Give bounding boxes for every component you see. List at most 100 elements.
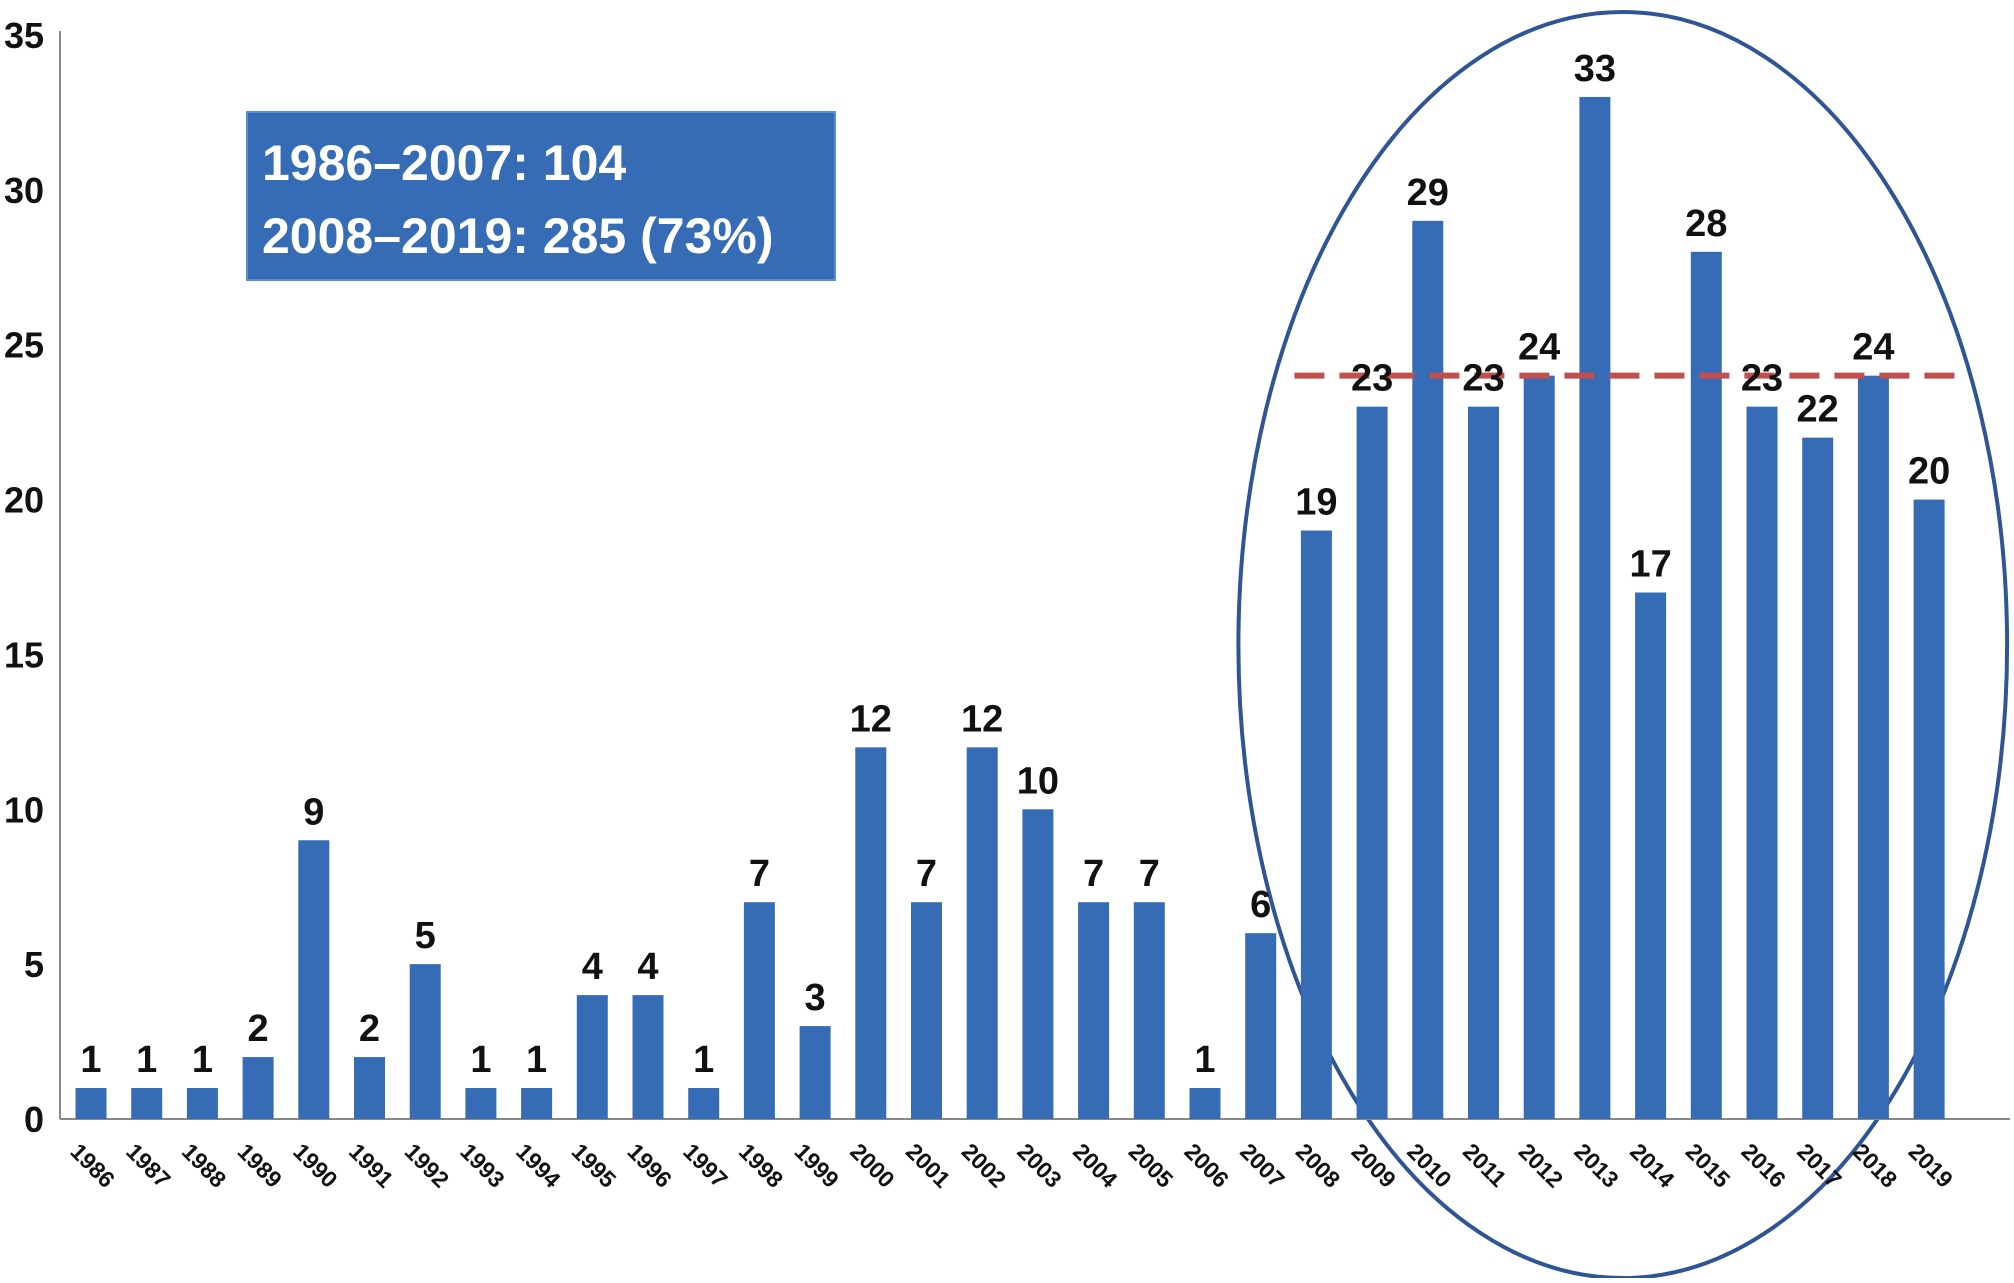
x-tick-label-1992: 1992 [400,1138,455,1193]
value-label-1989: 2 [248,1008,269,1050]
value-label-1993: 1 [470,1039,491,1081]
bar-1991 [354,1057,385,1119]
y-tick-label: 15 [4,634,44,675]
bar-1992 [409,964,441,1119]
bar-1994 [521,1088,553,1119]
annotation-line-1: 1986–2007: 104 [262,135,627,191]
x-tick-label-2010: 2010 [1402,1138,1457,1193]
x-tick-label-1994: 1994 [511,1138,566,1193]
x-tick-label-2009: 2009 [1347,1138,1402,1193]
bar-2006 [1189,1088,1221,1119]
value-label-2006: 1 [1194,1039,1215,1081]
bar-2013 [1579,96,1611,1119]
value-label-2003: 10 [1017,760,1059,802]
bar-2018 [1857,375,1889,1120]
value-label-1992: 5 [415,915,436,957]
x-tick-label-2015: 2015 [1681,1138,1736,1193]
bar-2015 [1690,251,1722,1120]
value-label-2018: 24 [1852,327,1894,369]
value-label-2014: 17 [1629,543,1671,585]
value-label-1994: 1 [526,1039,547,1081]
value-label-2017: 22 [1797,389,1839,431]
bar-2003 [1022,809,1054,1119]
x-tick-label-2006: 2006 [1179,1138,1234,1193]
bar-2017 [1802,437,1834,1120]
x-tick-label-2011: 2011 [1458,1138,1512,1192]
bar-2000 [855,747,887,1119]
x-tick-label-2007: 2007 [1235,1138,1290,1193]
bar-2016 [1746,406,1778,1120]
x-tick-label-1995: 1995 [567,1138,622,1193]
value-label-2004: 7 [1083,853,1104,895]
bar-1988 [186,1088,218,1119]
y-tick-label: 25 [4,325,44,366]
x-tick-label-1988: 1988 [177,1138,232,1193]
value-label-2011: 23 [1462,358,1504,400]
bar-2005 [1133,902,1165,1119]
value-label-2015: 28 [1685,203,1727,245]
x-tick-label-2000: 2000 [845,1138,900,1193]
y-tick-label: 20 [4,480,44,521]
x-tick-label-2019: 2019 [1904,1138,1959,1193]
bar-2001 [911,902,942,1119]
value-label-2010: 29 [1407,172,1449,214]
summary-annotation-box: 1986–2007: 104 2008–2019: 285 (73%) [246,111,836,281]
bar-1999 [799,1026,831,1119]
bar-1987 [131,1088,163,1119]
value-label-1996: 4 [637,946,658,988]
value-label-1995: 4 [582,946,603,988]
value-label-1997: 1 [693,1039,714,1081]
bar-1993 [465,1088,497,1119]
value-label-2016: 23 [1741,358,1783,400]
value-label-2008: 19 [1295,482,1337,524]
x-tick-label-2016: 2016 [1736,1138,1791,1193]
value-label-1988: 1 [192,1039,213,1081]
bar-2007 [1245,933,1277,1119]
bar-1990 [298,840,330,1119]
y-tick-label: 0 [24,1099,44,1140]
x-tick-label-1990: 1990 [288,1138,343,1193]
value-label-2002: 12 [961,698,1003,740]
value-label-1991: 2 [359,1008,380,1050]
bar-1996 [632,995,664,1119]
x-tick-label-1998: 1998 [734,1138,789,1193]
value-label-2019: 20 [1908,451,1950,493]
x-tick-label-2012: 2012 [1514,1138,1569,1193]
bar-1986 [75,1088,107,1119]
y-tick-label: 30 [4,170,44,211]
x-tick-label-1991: 1991 [344,1138,399,1193]
x-tick-label-1993: 1993 [455,1138,510,1193]
x-tick-label-1986: 1986 [65,1138,120,1193]
value-label-2013: 33 [1574,48,1616,90]
x-tick-label-1987: 1987 [121,1138,176,1193]
value-label-2000: 12 [850,698,892,740]
bar-1995 [576,995,608,1119]
value-label-1999: 3 [805,977,826,1019]
x-tick-label-2002: 2002 [957,1138,1012,1193]
value-label-1987: 1 [136,1039,157,1081]
value-label-2007: 6 [1250,884,1271,926]
value-label-2009: 23 [1351,358,1393,400]
y-tick-label: 5 [24,944,44,985]
bar-2019 [1913,499,1945,1120]
bar-2009 [1356,406,1388,1120]
bar-1998 [743,902,775,1119]
y-tick-label: 10 [4,789,44,830]
bar-2014 [1635,592,1667,1119]
x-tick-label-1989: 1989 [233,1138,288,1193]
bar-1997 [688,1088,720,1119]
bar-2008 [1300,530,1332,1119]
x-tick-label-2008: 2008 [1291,1138,1346,1193]
x-tick-label-2001: 2001 [901,1138,956,1193]
bar-2004 [1078,902,1110,1119]
x-tick-label-1996: 1996 [622,1138,677,1193]
x-tick-label-1997: 1997 [678,1138,733,1193]
highlight-ellipse [1236,10,2010,1280]
bar-2011 [1468,406,1499,1120]
x-tick-label-2003: 2003 [1012,1138,1067,1193]
annotation-line-2: 2008–2019: 285 (73%) [262,208,774,264]
value-label-1998: 7 [749,853,770,895]
x-tick-label-2017: 2017 [1792,1138,1847,1193]
